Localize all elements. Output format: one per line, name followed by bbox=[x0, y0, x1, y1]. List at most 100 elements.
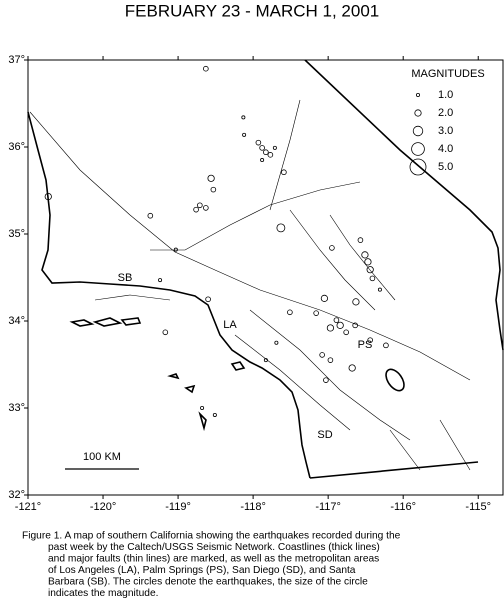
x-tick-label: -118° bbox=[240, 501, 266, 513]
faults bbox=[29, 99, 471, 471]
earthquake bbox=[357, 237, 364, 243]
fault bbox=[94, 294, 171, 301]
earthquake bbox=[212, 412, 217, 417]
earthquake bbox=[44, 192, 52, 201]
fault bbox=[389, 419, 471, 471]
y-tick-label: 35° bbox=[8, 228, 25, 240]
caption-line: indicates the magnitude. bbox=[48, 588, 158, 599]
earthquake bbox=[162, 329, 169, 336]
x-tick-label: -121° bbox=[15, 501, 41, 513]
earthquake bbox=[263, 149, 269, 156]
y-tick-label: 34° bbox=[8, 315, 25, 327]
earthquake bbox=[241, 115, 246, 120]
y-tick-label: 37° bbox=[8, 54, 25, 66]
caption-line: and major faults (thin lines) are marked… bbox=[48, 554, 379, 565]
earthquake bbox=[203, 205, 209, 211]
earthquake bbox=[320, 294, 329, 302]
earthquake bbox=[274, 340, 279, 345]
earthquake bbox=[319, 352, 325, 358]
earthquake bbox=[323, 377, 329, 383]
earthquake bbox=[329, 245, 335, 251]
fault bbox=[29, 111, 471, 381]
legend-symbol bbox=[414, 109, 422, 117]
place-label: PS bbox=[358, 339, 373, 351]
earthquake bbox=[281, 169, 287, 176]
legend-label: 5.0 bbox=[438, 161, 453, 173]
islands bbox=[69, 317, 246, 432]
earthquake bbox=[267, 152, 274, 158]
earthquake bbox=[205, 296, 211, 303]
legend-symbol bbox=[409, 158, 427, 176]
legend-label: 3.0 bbox=[438, 125, 453, 137]
earthquake bbox=[276, 223, 286, 233]
caption-line: of Los Angeles (LA), Palm Springs (PS), … bbox=[48, 565, 356, 576]
y-tick-label: 36° bbox=[8, 141, 25, 153]
caption-line: Barbara (SB). The circles denote the ear… bbox=[48, 577, 368, 588]
legend-label: 4.0 bbox=[438, 143, 453, 155]
caption-line: Figure 1. A map of southern California s… bbox=[22, 531, 401, 542]
earthquake bbox=[348, 364, 356, 372]
earthquake bbox=[260, 158, 265, 163]
y-tick-label: 32° bbox=[8, 489, 25, 501]
earthquake bbox=[327, 357, 334, 363]
fault bbox=[289, 209, 376, 311]
earthquake bbox=[210, 186, 217, 193]
coastlines bbox=[27, 59, 504, 479]
earthquake bbox=[200, 405, 205, 410]
earthquake bbox=[272, 145, 277, 150]
x-tick-label: -116° bbox=[390, 501, 416, 513]
x-tick-label: -119° bbox=[165, 501, 191, 513]
earthquake bbox=[352, 298, 360, 306]
earthquake bbox=[287, 309, 293, 316]
earthquake bbox=[364, 258, 372, 266]
fault bbox=[234, 334, 351, 431]
place-label: SD bbox=[317, 429, 332, 441]
earthquake bbox=[263, 358, 268, 363]
earthquake bbox=[207, 174, 215, 182]
place-label: LA bbox=[223, 319, 237, 331]
earthquake bbox=[352, 322, 358, 329]
legend-label: 2.0 bbox=[438, 107, 453, 119]
legend-symbol bbox=[411, 142, 425, 156]
legend-label: 1.0 bbox=[438, 89, 453, 101]
legend-title: MAGNITUDES bbox=[411, 68, 484, 80]
scale-bar-label: 100 KM bbox=[83, 451, 121, 463]
fault bbox=[249, 309, 411, 441]
state-border bbox=[304, 59, 504, 351]
earthquake bbox=[333, 317, 340, 323]
x-tick-label: -115° bbox=[465, 501, 491, 513]
earthquake bbox=[173, 247, 178, 252]
fault bbox=[150, 181, 361, 251]
earthquake bbox=[377, 287, 382, 292]
earthquake bbox=[255, 139, 262, 146]
x-tick-label: -117° bbox=[315, 501, 341, 513]
fault bbox=[269, 99, 301, 211]
caption: Figure 1. A map of southern California s… bbox=[22, 531, 401, 600]
earthquake bbox=[366, 266, 374, 274]
earthquake bbox=[383, 342, 389, 349]
title: FEBRUARY 23 - MARCH 1, 2001 bbox=[125, 1, 379, 20]
caption-line: past week by the Caltech/USGS Seismic Ne… bbox=[48, 542, 380, 553]
earthquake bbox=[242, 132, 247, 137]
earthquake bbox=[147, 212, 154, 219]
place-label: SB bbox=[118, 272, 133, 284]
earthquake bbox=[197, 202, 203, 209]
earthquake bbox=[326, 324, 335, 332]
legend-symbol bbox=[412, 125, 424, 137]
y-tick-label: 33° bbox=[8, 402, 25, 414]
legend-symbol bbox=[415, 93, 420, 98]
earthquake bbox=[313, 310, 319, 316]
earthquake bbox=[203, 65, 209, 72]
earthquake bbox=[367, 337, 373, 343]
earthquake bbox=[343, 329, 349, 336]
x-tick-label: -120° bbox=[90, 501, 116, 513]
earthquake bbox=[361, 251, 369, 259]
earthquake bbox=[259, 145, 265, 151]
mexico-border bbox=[309, 461, 479, 479]
earthquake bbox=[369, 275, 376, 282]
earthquake bbox=[193, 206, 199, 213]
earthquake bbox=[158, 278, 163, 283]
fault bbox=[329, 214, 396, 301]
